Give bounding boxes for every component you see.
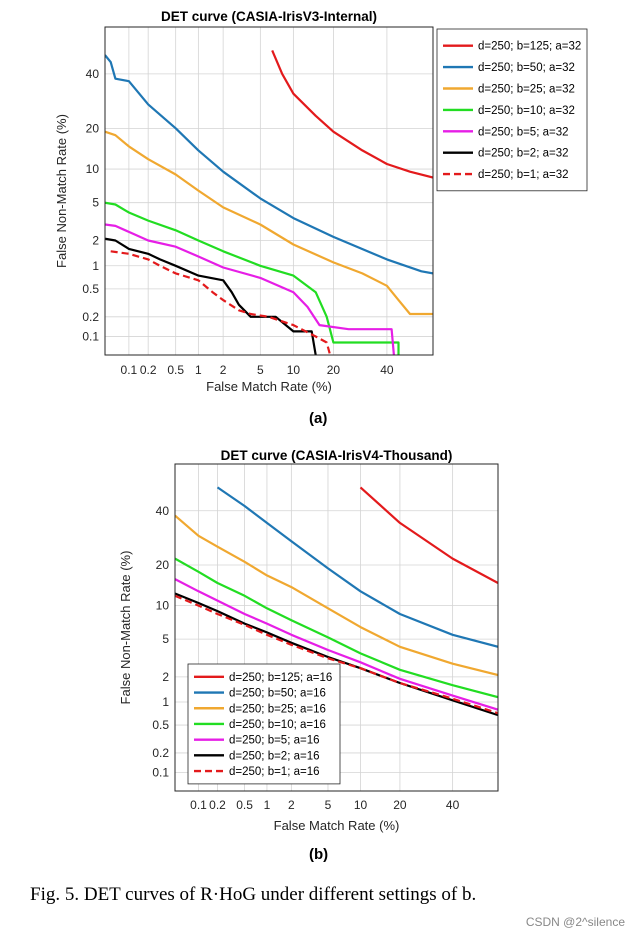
y-axis-label: False Non-Match Rate (%) bbox=[118, 551, 133, 705]
y-tick-label: 20 bbox=[86, 121, 100, 135]
series-line-5 bbox=[175, 578, 498, 711]
y-tick-label: 0.5 bbox=[152, 718, 169, 732]
series-line-7 bbox=[110, 250, 332, 355]
x-tick-label: 0.2 bbox=[209, 798, 226, 812]
y-tick-label: 40 bbox=[86, 67, 100, 81]
series-line-1 bbox=[271, 49, 433, 179]
series-line-1 bbox=[359, 486, 498, 584]
plot-frame bbox=[104, 26, 434, 356]
subcaption-b: (b) bbox=[309, 846, 329, 863]
y-tick-label: 0.2 bbox=[152, 746, 169, 760]
y-tick-label: 2 bbox=[162, 670, 169, 684]
legend-label-4: d=250; b=10; a=16 bbox=[229, 719, 326, 731]
legend-label-7: d=250; b=1; a=32 bbox=[478, 169, 569, 181]
y-tick-label: 0.5 bbox=[82, 282, 99, 296]
series-line-2 bbox=[105, 54, 433, 275]
series-line-3 bbox=[105, 130, 433, 316]
x-tick-label: 20 bbox=[393, 798, 407, 812]
x-tick-label: 0.2 bbox=[140, 363, 157, 377]
x-tick-label: 20 bbox=[327, 363, 341, 377]
series-line-7 bbox=[175, 594, 498, 715]
x-tick-label: 5 bbox=[257, 363, 264, 377]
x-tick-label: 1 bbox=[264, 798, 271, 812]
legend-label-6: d=250; b=2; a=16 bbox=[229, 750, 320, 762]
legend-label-5: d=250; b=5; a=32 bbox=[478, 126, 569, 138]
legend-label-5: d=250; b=5; a=16 bbox=[229, 735, 320, 747]
x-tick-label: 5 bbox=[325, 798, 332, 812]
legend: d=250; b=125; a=32 d=250; b=50; a=32 d=250… bbox=[436, 28, 588, 192]
legend-label-4: d=250; b=10; a=32 bbox=[478, 105, 575, 117]
legend-label-1: d=250; b=125; a=32 bbox=[478, 41, 581, 53]
x-tick-label: 0.5 bbox=[167, 363, 184, 377]
y-tick-label: 0.1 bbox=[152, 766, 169, 780]
y-axis-label: False Non-Match Rate (%) bbox=[54, 114, 69, 268]
x-tick-label: 2 bbox=[288, 798, 295, 812]
chart-title: DET curve (CASIA-IrisV3-Internal) bbox=[161, 9, 377, 24]
chart-title: DET curve (CASIA-IrisV4-Thousand) bbox=[221, 448, 453, 463]
y-tick-label: 5 bbox=[162, 632, 169, 646]
legend-label-2: d=250; b=50; a=32 bbox=[478, 62, 575, 74]
series-line-4 bbox=[105, 201, 400, 355]
curves bbox=[105, 49, 433, 355]
x-tick-label: 1 bbox=[195, 363, 202, 377]
plot-area bbox=[105, 27, 433, 355]
series-line-2 bbox=[216, 486, 498, 648]
y-tick-label: 0.2 bbox=[82, 310, 99, 324]
legend-label-6: d=250; b=2; a=32 bbox=[478, 148, 569, 160]
x-tick-label: 40 bbox=[446, 798, 460, 812]
series-line-5 bbox=[105, 223, 395, 355]
curves bbox=[175, 486, 498, 717]
chart-panel-2: 0.1 0.2 0.5 1 2 5 10 20 400.10.20.5125102040DET … bbox=[118, 448, 499, 833]
x-tick-label: 10 bbox=[354, 798, 368, 812]
x-tick-label: 2 bbox=[220, 363, 227, 377]
legend: d=250; b=125; a=16 d=250; b=50; a=16 d=250… bbox=[187, 663, 341, 785]
y-tick-label: 1 bbox=[162, 695, 169, 709]
x-tick-label: 0.1 bbox=[121, 363, 138, 377]
figure-caption: Fig. 5. DET curves of R·HoG under differ… bbox=[30, 884, 477, 905]
y-tick-label: 20 bbox=[156, 558, 170, 572]
x-axis-label: False Match Rate (%) bbox=[206, 379, 332, 394]
grid bbox=[105, 27, 433, 355]
legend-label-1: d=250; b=125; a=16 bbox=[229, 672, 332, 684]
legend-label-3: d=250; b=25; a=16 bbox=[229, 703, 326, 715]
y-tick-label: 2 bbox=[92, 234, 99, 248]
y-tick-label: 40 bbox=[156, 504, 170, 518]
series-line-3 bbox=[175, 514, 498, 677]
chart-panel-1: 0.1 0.2 0.5 1 2 5 10 20 400.10.20.5125102040DET … bbox=[54, 9, 588, 394]
y-tick-label: 10 bbox=[156, 599, 170, 613]
watermark: CSDN @2^silence bbox=[525, 915, 625, 929]
x-tick-label: 40 bbox=[380, 363, 394, 377]
legend-label-3: d=250; b=25; a=32 bbox=[478, 84, 575, 96]
series-line-6 bbox=[105, 237, 317, 355]
legend-label-7: d=250; b=1; a=16 bbox=[229, 766, 320, 778]
x-tick-label: 10 bbox=[287, 363, 301, 377]
legend-label-2: d=250; b=50; a=16 bbox=[229, 688, 326, 700]
x-tick-label: 0.5 bbox=[236, 798, 253, 812]
plot-frame bbox=[174, 463, 499, 792]
x-axis-label: False Match Rate (%) bbox=[274, 818, 400, 833]
subcaption-a: (a) bbox=[309, 410, 328, 427]
y-tick-label: 10 bbox=[86, 162, 100, 176]
y-tick-label: 1 bbox=[92, 259, 99, 273]
series-line-4 bbox=[175, 557, 498, 699]
x-tick-label: 0.1 bbox=[190, 798, 207, 812]
y-tick-label: 5 bbox=[92, 196, 99, 210]
y-tick-label: 0.1 bbox=[82, 329, 99, 343]
